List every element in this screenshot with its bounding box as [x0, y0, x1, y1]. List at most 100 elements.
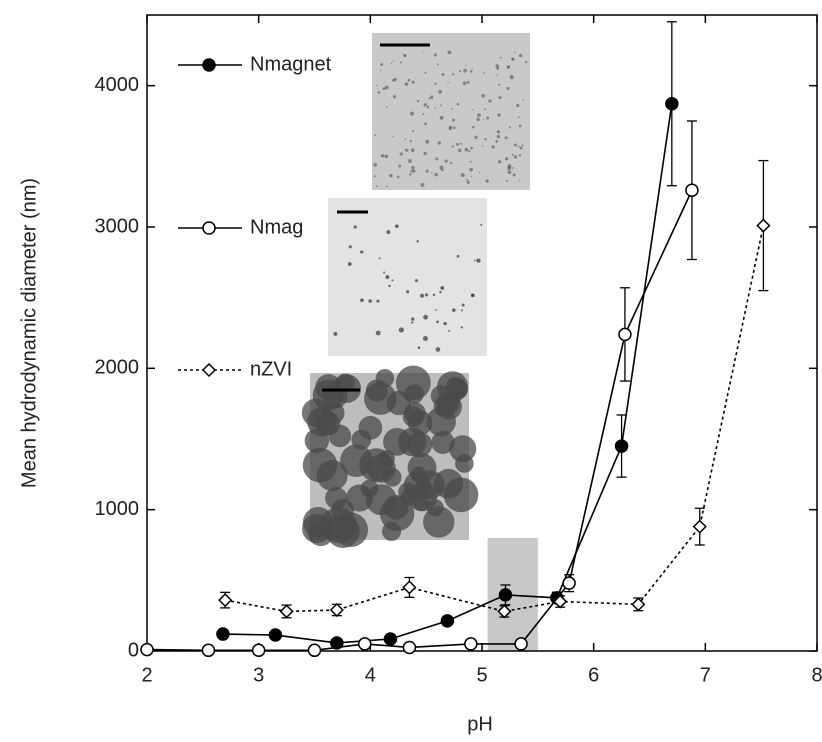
speck: [462, 81, 467, 86]
speck: [460, 326, 463, 329]
y-tick-label: 0: [128, 639, 139, 661]
speck: [456, 254, 460, 258]
speck: [409, 139, 413, 143]
speck: [460, 173, 465, 177]
x-tick-label: 8: [811, 664, 822, 686]
legend-marker: [202, 221, 216, 235]
y-tick-label: 1000: [95, 498, 140, 520]
speck: [392, 78, 396, 82]
speck: [452, 126, 456, 130]
speck: [451, 118, 456, 122]
speck: [451, 108, 454, 110]
speck: [374, 175, 377, 178]
speck: [406, 290, 410, 294]
speck: [481, 145, 484, 147]
series-line: [225, 225, 765, 613]
speck: [390, 62, 393, 65]
speck: [482, 118, 485, 120]
blob: [449, 435, 477, 463]
speck: [513, 143, 517, 147]
speck: [491, 145, 495, 149]
speck: [404, 138, 407, 140]
speck: [424, 293, 429, 297]
speck: [435, 157, 439, 161]
speck: [427, 97, 430, 100]
speck: [504, 136, 508, 140]
speck: [368, 299, 372, 303]
speck: [379, 69, 382, 72]
speck: [488, 99, 492, 103]
legend-label: Nmag: [250, 216, 303, 238]
speck: [506, 86, 510, 91]
speck: [434, 309, 437, 311]
speck: [500, 56, 502, 59]
speck: [385, 185, 388, 188]
speck: [404, 82, 409, 86]
speck: [472, 125, 475, 129]
speck: [410, 148, 415, 153]
speck: [388, 284, 391, 288]
speck: [452, 73, 455, 76]
speck: [507, 66, 510, 69]
speck: [497, 113, 501, 117]
speck: [438, 89, 443, 94]
speck: [347, 262, 352, 266]
speck: [422, 112, 425, 116]
blob: [455, 454, 474, 473]
speck: [472, 109, 474, 111]
inset-image: [372, 33, 530, 190]
speck: [519, 53, 523, 58]
speck: [498, 96, 502, 100]
speck: [469, 160, 472, 163]
blob: [426, 499, 444, 517]
speck: [425, 169, 429, 173]
marker: [514, 637, 528, 651]
speck: [385, 275, 390, 279]
speck: [411, 169, 416, 173]
speck: [433, 53, 437, 57]
speck: [439, 115, 444, 120]
marker: [358, 637, 372, 651]
speck: [434, 82, 437, 85]
speck: [461, 309, 464, 312]
y-tick-label: 2000: [95, 357, 140, 379]
speck: [434, 107, 437, 109]
speck: [496, 130, 501, 134]
speck: [392, 95, 397, 99]
speck: [373, 163, 378, 167]
speck: [485, 179, 489, 183]
x-tick-label: 2: [141, 664, 152, 686]
speck: [473, 259, 476, 262]
speck: [395, 224, 399, 229]
speck: [414, 279, 418, 283]
speck: [412, 130, 415, 133]
speck: [417, 346, 421, 349]
blob: [395, 365, 431, 401]
x-axis-label: pH: [467, 713, 493, 735]
speck: [429, 95, 434, 100]
speck: [497, 160, 502, 164]
x-tick-label: 3: [253, 664, 264, 686]
speck: [434, 172, 438, 177]
speck: [383, 271, 386, 274]
speck: [486, 116, 490, 120]
marker: [307, 643, 322, 658]
speck: [360, 298, 364, 303]
speck: [524, 60, 528, 64]
speck: [522, 99, 524, 102]
legend-label: Nmagnet: [250, 53, 332, 75]
speck: [495, 139, 499, 143]
blob: [406, 431, 433, 458]
marker: [562, 576, 576, 590]
marker: [402, 640, 417, 655]
speck: [391, 279, 394, 282]
speck: [422, 51, 424, 54]
speck: [457, 148, 462, 153]
speck: [423, 151, 427, 156]
speck: [422, 336, 428, 342]
speck: [380, 154, 383, 157]
speck: [423, 103, 427, 107]
speck: [399, 61, 402, 64]
marker: [440, 614, 455, 628]
